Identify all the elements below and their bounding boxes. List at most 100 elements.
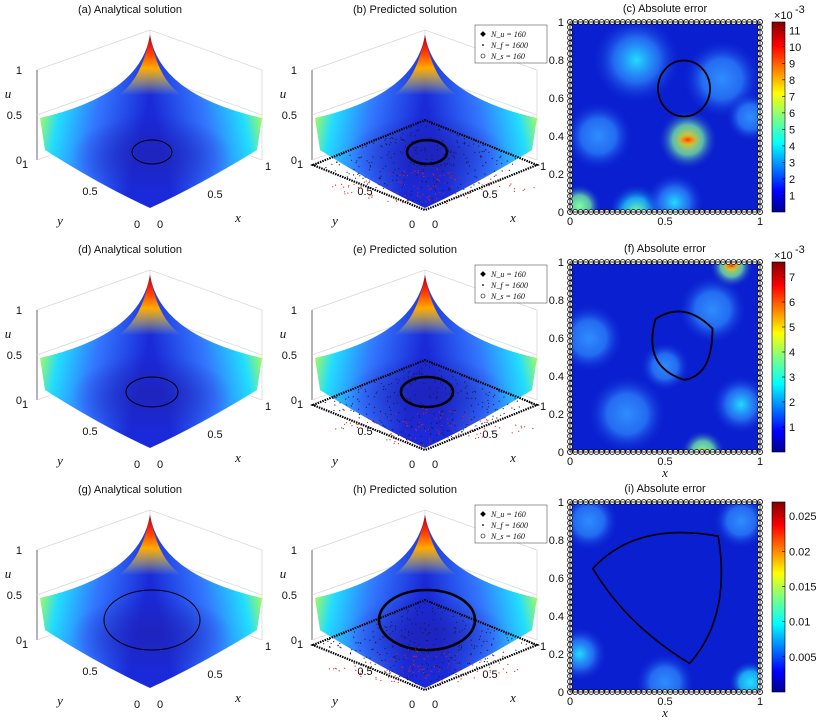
collocation-point	[339, 646, 341, 648]
residual-point	[454, 411, 456, 413]
colorbar-tick-label: 0.01	[789, 617, 810, 629]
collocation-point	[426, 126, 428, 128]
residual-point	[390, 433, 392, 435]
interface-contour	[657, 59, 711, 118]
collocation-point	[411, 623, 413, 625]
colorbar-tick-label: 5	[789, 124, 795, 136]
collocation-point	[357, 642, 359, 644]
collocation-point	[390, 414, 392, 416]
x-axis-label: x	[661, 465, 668, 480]
collocation-point	[437, 680, 439, 682]
error-hotspot	[570, 303, 624, 373]
x-tick-label: 1	[757, 456, 763, 468]
surface-panel-h: (h) Predicted solution N_u = 160 N_f = 160…	[280, 484, 548, 711]
collocation-point	[351, 649, 353, 651]
residual-point	[465, 414, 467, 416]
residual-point	[486, 419, 488, 421]
collocation-point	[481, 406, 483, 408]
collocation-point	[416, 646, 418, 648]
collocation-point	[472, 391, 474, 393]
residual-point	[430, 188, 432, 190]
collocation-point	[456, 134, 458, 136]
residual-point	[467, 181, 469, 184]
residual-point	[450, 172, 452, 174]
collocation-point	[390, 383, 393, 385]
collocation-point	[511, 407, 513, 409]
residual-point	[428, 195, 430, 198]
residual-point	[499, 185, 501, 188]
residual-point	[448, 425, 450, 427]
collocation-point	[429, 434, 431, 436]
surface-peak	[393, 515, 457, 575]
collocation-point	[418, 415, 420, 417]
collocation-point	[448, 660, 450, 662]
collocation-point	[488, 391, 490, 393]
residual-point	[401, 666, 403, 668]
collocation-point	[436, 434, 438, 436]
collocation-point	[384, 647, 386, 650]
residual-point	[390, 658, 392, 660]
residual-point	[386, 439, 388, 441]
collocation-point	[467, 161, 469, 163]
collocation-point	[443, 628, 445, 630]
collocation-point	[440, 410, 442, 412]
z-tick-label: 1	[291, 545, 297, 557]
collocation-point	[476, 176, 478, 178]
collocation-point	[402, 388, 404, 390]
collocation-point	[442, 190, 444, 192]
residual-point	[341, 427, 343, 429]
residual-point	[410, 437, 412, 439]
collocation-point	[471, 644, 473, 646]
residual-point	[373, 422, 375, 424]
y-tick-label: 0	[134, 459, 140, 471]
surface	[315, 275, 537, 448]
collocation-point	[406, 438, 408, 441]
residual-point	[347, 192, 349, 194]
z-tick-label: 0.5	[282, 590, 297, 602]
collocation-point	[385, 138, 387, 140]
collocation-point	[444, 610, 446, 612]
residual-point	[444, 182, 446, 184]
y-axis-label: y	[55, 213, 63, 228]
collocation-point	[454, 668, 456, 671]
collocation-point	[353, 636, 355, 638]
collocation-point	[432, 201, 434, 203]
surface-peak	[393, 275, 457, 335]
collocation-point	[516, 400, 518, 402]
collocation-point	[410, 194, 412, 196]
residual-point	[353, 183, 355, 185]
residual-point	[498, 672, 500, 674]
collocation-point	[435, 422, 438, 424]
collocation-point	[428, 177, 430, 179]
y-tick-label: 0.5	[82, 666, 97, 678]
collocation-point	[431, 158, 433, 160]
residual-point	[422, 193, 424, 195]
z-tick-label: 1	[16, 305, 22, 317]
collocation-point	[496, 160, 498, 162]
collocation-point	[415, 683, 417, 685]
y-tick-label: 0	[409, 699, 415, 711]
collocation-point	[401, 186, 403, 188]
collocation-point	[473, 184, 475, 186]
collocation-point	[463, 142, 465, 144]
collocation-point	[383, 386, 385, 388]
residual-point	[466, 674, 468, 676]
y-axis-label: y	[55, 453, 63, 468]
collocation-point	[335, 397, 337, 399]
z-axis-label: u	[5, 326, 12, 341]
collocation-point	[385, 630, 388, 632]
collocation-point	[433, 658, 435, 661]
error-hotspot	[644, 172, 705, 212]
residual-point	[447, 667, 449, 669]
x-axis-label: x	[509, 450, 516, 465]
residual-point	[433, 185, 435, 187]
collocation-point	[459, 662, 461, 664]
error-hotspot	[711, 374, 760, 435]
colorbar-tick-label: 6	[789, 297, 795, 309]
error-hotspot	[591, 22, 682, 105]
collocation-point	[364, 389, 366, 391]
collocation-point	[428, 664, 430, 666]
collocation-point	[454, 631, 457, 633]
collocation-point	[449, 189, 451, 191]
z-tick-label: 0.5	[7, 110, 22, 122]
